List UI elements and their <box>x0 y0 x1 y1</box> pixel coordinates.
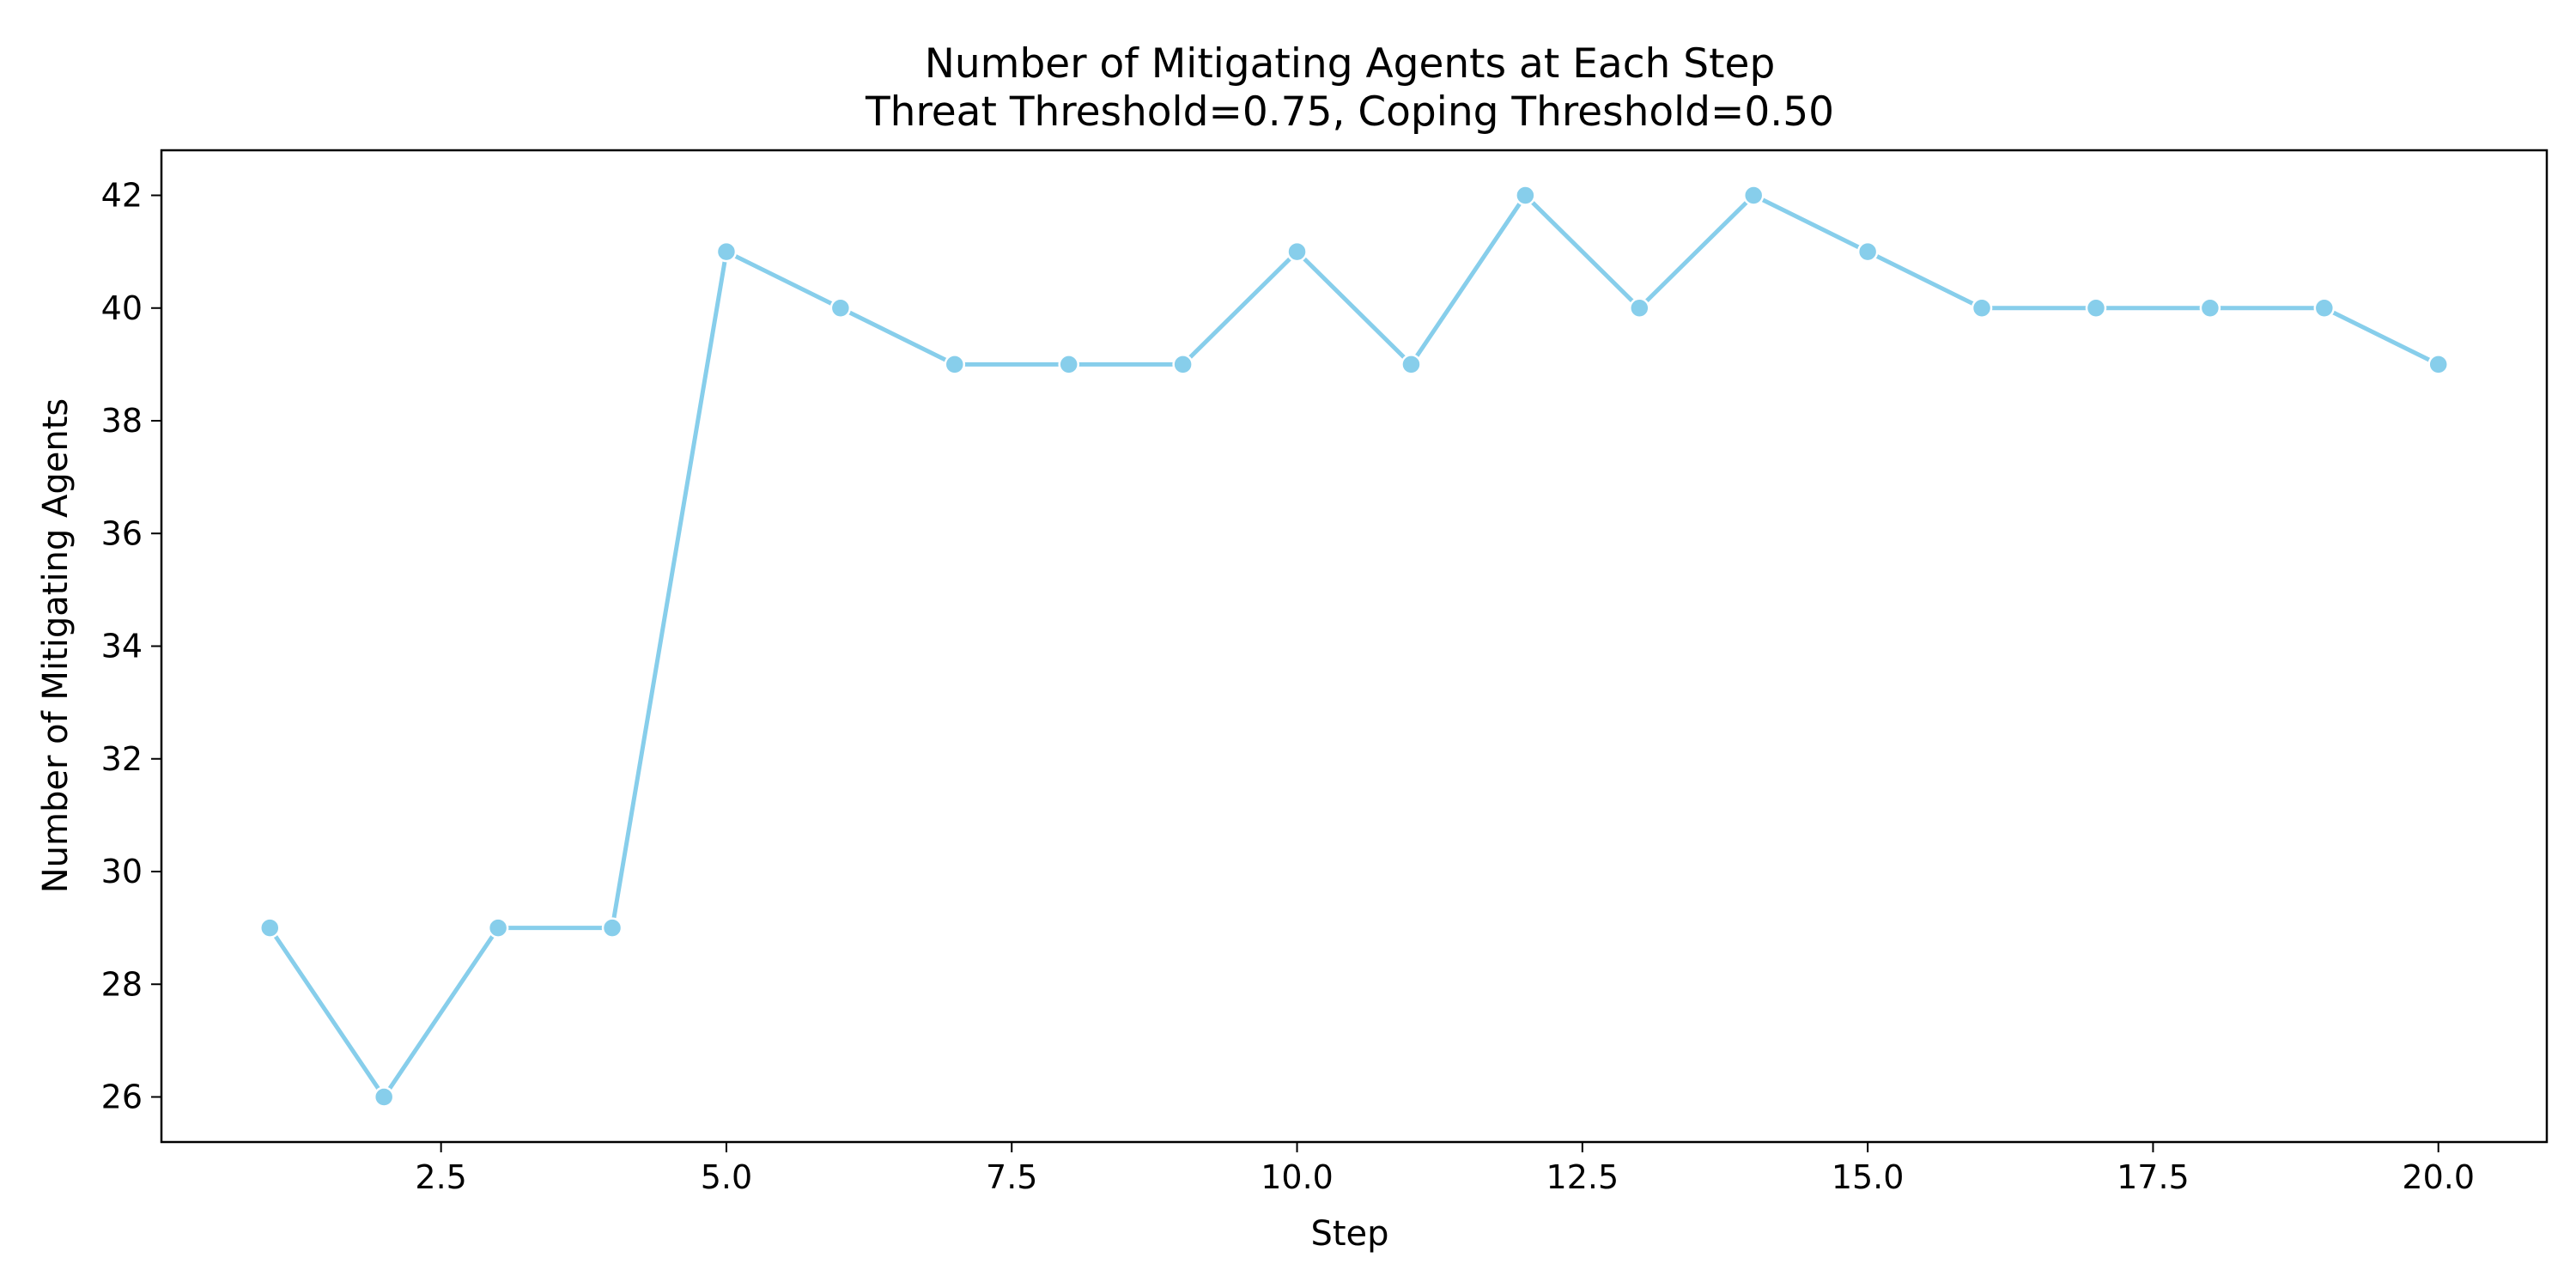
chart-subtitle: Threat Threshold=0.75, Coping Threshold=… <box>865 88 1834 136</box>
y-tick-label: 38 <box>101 402 143 440</box>
y-tick-label: 36 <box>101 514 143 552</box>
data-point <box>829 297 852 319</box>
x-axis: 2.5 5.0 7.5 10.0 12.5 15.0 17.5 20.0 <box>415 1142 2475 1196</box>
x-tick-label: 7.5 <box>986 1158 1037 1196</box>
y-tick-label: 40 <box>101 289 143 327</box>
data-point <box>715 240 738 263</box>
data-point <box>1400 354 1422 375</box>
x-tick-label: 17.5 <box>2117 1158 2190 1196</box>
data-point <box>1515 185 1536 206</box>
data-point <box>373 1086 395 1108</box>
y-tick-label: 30 <box>101 853 143 890</box>
data-point <box>1629 297 1650 319</box>
x-tick-label: 20.0 <box>2402 1158 2475 1196</box>
data-point <box>1742 185 1765 206</box>
y-tick-label: 26 <box>101 1078 143 1116</box>
data-point <box>259 917 281 939</box>
data-point <box>1971 297 1993 319</box>
data-point <box>1058 354 1079 375</box>
data-point <box>601 917 623 939</box>
chart-title: Number of Mitigating Agents at Each Step <box>925 40 1776 88</box>
data-point <box>2313 297 2336 319</box>
y-tick-label: 32 <box>101 740 143 778</box>
data-point <box>487 917 509 939</box>
x-tick-label: 12.5 <box>1546 1158 1619 1196</box>
data-point <box>2427 354 2449 375</box>
data-point <box>1856 240 1879 263</box>
y-tick-label: 34 <box>101 628 143 665</box>
data-point <box>2085 297 2107 319</box>
y-tick-label: 42 <box>101 177 143 215</box>
series-layer <box>259 185 2449 1108</box>
series-line <box>267 193 2441 1099</box>
data-point <box>1172 354 1194 375</box>
x-axis-label: Step <box>1310 1214 1388 1254</box>
data-point <box>944 354 966 375</box>
x-tick-label: 5.0 <box>701 1158 752 1196</box>
y-axis: 26 28 30 32 34 36 38 40 42 <box>101 177 161 1116</box>
data-point <box>1286 240 1308 263</box>
x-tick-label: 2.5 <box>415 1158 466 1196</box>
y-axis-label: Number of Mitigating Agents <box>36 398 76 893</box>
x-tick-label: 15.0 <box>1832 1158 1905 1196</box>
data-point <box>2199 297 2221 319</box>
x-tick-label: 10.0 <box>1261 1158 1334 1196</box>
y-tick-label: 28 <box>101 965 143 1003</box>
